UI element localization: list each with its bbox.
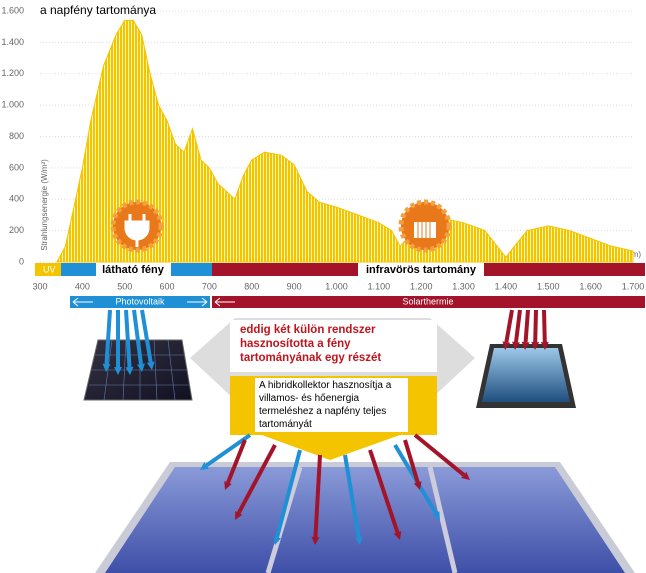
- pv-label: Photovoltaik: [115, 296, 165, 306]
- y-tick-label: 400: [9, 194, 24, 204]
- x-tick-label: 1.100: [368, 281, 391, 291]
- y-tick-label: 200: [9, 225, 24, 235]
- y-tick-label: 1.200: [1, 68, 24, 78]
- ray-head: [311, 536, 320, 545]
- ray-head: [540, 341, 549, 350]
- ray-head: [432, 511, 440, 520]
- x-tick-label: 300: [32, 281, 47, 291]
- ray: [533, 309, 538, 343]
- ray: [413, 433, 466, 477]
- ray: [132, 309, 143, 365]
- ray: [237, 444, 277, 514]
- ray: [205, 433, 252, 468]
- thermal-arrow: [214, 297, 235, 307]
- ray-head: [521, 341, 530, 350]
- ray-head: [393, 531, 402, 540]
- x-tick-label: 1.000: [325, 281, 348, 291]
- y-tick-label: 800: [9, 131, 24, 141]
- y-tick-label: 600: [9, 162, 24, 172]
- ray: [124, 309, 132, 368]
- rays: [102, 309, 549, 545]
- ray: [275, 449, 302, 538]
- x-tick-label: 600: [160, 281, 175, 291]
- separate-text: eddig két külön rendszer hasznosította a…: [240, 324, 382, 364]
- hybrid-text: A hibridkollektor hasznosítja a villamos…: [259, 380, 392, 430]
- ray: [514, 309, 522, 343]
- ray: [542, 309, 547, 343]
- ray-head: [512, 341, 520, 350]
- ray-head: [531, 341, 540, 350]
- ray-head: [413, 481, 422, 490]
- x-tick-label: 700: [202, 281, 217, 291]
- x-tick-label: 900: [287, 281, 302, 291]
- ray-head: [461, 471, 470, 480]
- ray: [368, 449, 400, 534]
- ray: [226, 439, 247, 484]
- x-tick-label: 1.200: [410, 281, 433, 291]
- ray-head: [102, 363, 111, 372]
- y-tick-label: 1.000: [1, 100, 24, 110]
- x-tick-label: 1.300: [452, 281, 475, 291]
- visible-label: látható fény: [102, 264, 165, 276]
- hybrid-box: [255, 378, 408, 432]
- ray: [104, 309, 112, 365]
- ray-head: [137, 363, 145, 372]
- uv-label: UV: [43, 264, 56, 274]
- pv-icon: [110, 199, 164, 253]
- ray: [140, 309, 153, 363]
- pv-arrows: [72, 297, 208, 307]
- pv-bar: [70, 296, 210, 308]
- thermal-label: Solarthermie: [402, 296, 453, 306]
- thermal-icon: [398, 199, 452, 253]
- y-tick-label: 1.600: [1, 5, 24, 15]
- infrared-label: infravörös tartomány: [366, 264, 477, 276]
- ray-head: [273, 536, 281, 545]
- y-tick-label: 1.400: [1, 37, 24, 47]
- ray-head: [125, 366, 134, 375]
- ray: [343, 454, 361, 538]
- ray-head: [114, 367, 122, 375]
- ray-head: [200, 462, 209, 470]
- ray: [403, 439, 420, 483]
- infrared-label-bg: [358, 263, 484, 276]
- ray-head: [224, 481, 232, 490]
- ray: [313, 454, 322, 538]
- ray: [523, 309, 530, 343]
- thermal-panel: [476, 344, 576, 408]
- x-tick-label: 1.500: [537, 281, 560, 291]
- ray: [504, 309, 514, 343]
- visible-label-bg: [96, 263, 171, 276]
- y-axis-label: Strahlungsenergie (W/m²): [40, 159, 49, 251]
- hybrid-panel: [95, 462, 635, 573]
- x-tick-label: 1.600: [579, 281, 602, 291]
- spectrum-area: [56, 19, 634, 263]
- uv-band: [35, 263, 61, 276]
- y-tick-label: 0: [19, 256, 24, 266]
- ray-head: [502, 341, 511, 350]
- ray-head: [235, 511, 243, 520]
- x-tick-label: 1.400: [495, 281, 518, 291]
- x-tick-label: 800: [244, 281, 259, 291]
- x-tick-label: 400: [75, 281, 90, 291]
- ray-head: [146, 361, 155, 370]
- separate-box: [230, 320, 437, 372]
- x-tick-label: 1.700: [622, 281, 645, 291]
- ray-head: [354, 536, 363, 545]
- chart-title: a napfény tartománya: [40, 3, 157, 17]
- x-tick-label: 500: [117, 281, 132, 291]
- thermal-bar: [212, 296, 645, 308]
